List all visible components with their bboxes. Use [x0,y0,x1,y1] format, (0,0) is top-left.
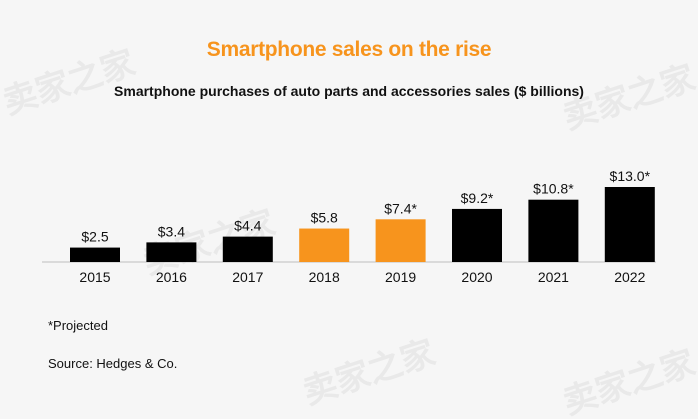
data-label-2021: $10.8* [533,181,574,197]
x-tick-label-2015: 2015 [79,269,110,285]
bar-2021 [528,199,579,262]
data-label-2015: $2.5 [81,229,108,245]
x-tick-label-2016: 2016 [156,269,187,285]
x-tick-label-2020: 2020 [461,269,492,285]
x-tick-label-2021: 2021 [538,269,569,285]
data-label-2016: $3.4 [158,223,185,239]
x-tick-label-2022: 2022 [614,269,645,285]
bar-2017 [222,236,273,262]
x-tick-label-2018: 2018 [309,269,340,285]
bar-2020 [452,208,502,262]
bar-2016 [146,242,197,262]
data-label-2018: $5.8 [311,210,338,226]
data-label-2022: $13.0* [610,168,651,184]
bar-2019 [375,219,426,262]
bar-2015 [70,247,120,262]
x-tick-label-2019: 2019 [385,269,416,285]
chart-subtitle: Smartphone purchases of auto parts and a… [114,83,584,99]
data-label-2017: $4.4 [234,218,261,234]
bar-2018 [299,228,350,262]
bar-2022 [604,187,655,262]
source-note: Source: Hedges & Co. [48,356,178,371]
data-label-2020: $9.2* [461,190,494,206]
chart-title: Smartphone sales on the rise [206,38,492,61]
x-tick-label-2017: 2017 [232,269,263,285]
watermark: 卖家之家 [558,342,698,419]
watermark: 卖家之家 [298,332,440,413]
projected-note: *Projected [48,318,108,333]
bar-chart: $2.5 2015 $3.4 2016 $4.4 2017 $5.8 2018 $7.4* 201… [42,168,656,285]
data-label-2019: $7.4* [384,200,417,216]
